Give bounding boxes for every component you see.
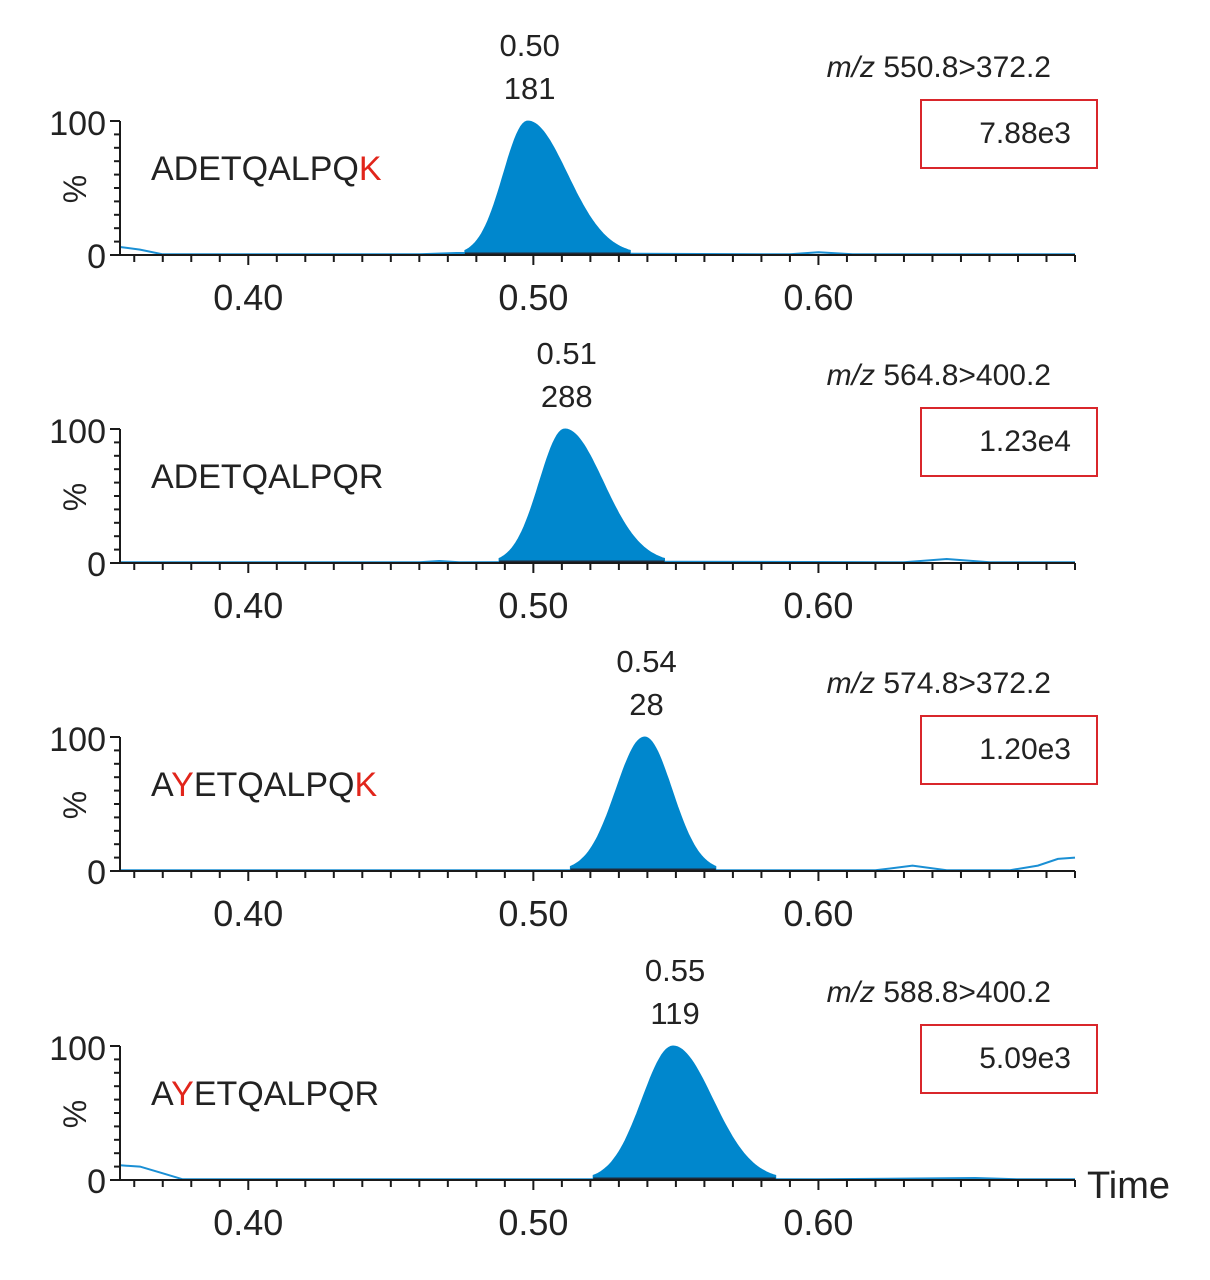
x-tick-label: 0.50 <box>498 1202 568 1243</box>
max-intensity-box <box>920 715 1098 785</box>
chromatogram-panel-1: 100 0% 0.40 0.50 0.60 ADETQALPQK 0.50 181 m/z 55… <box>49 28 1098 318</box>
chromatogram-panel-2: 100 0% 0.40 0.50 0.60 ADETQALPQR 0.51 288 m/z 56… <box>49 336 1098 626</box>
peak-retention-time-label: 0.54 <box>616 644 676 679</box>
peak-area <box>569 736 717 872</box>
x-tick-label: 0.60 <box>783 1202 853 1243</box>
peak-area-label: 119 <box>650 996 699 1031</box>
peak-area-label: 28 <box>629 687 663 722</box>
max-intensity-box <box>920 1024 1098 1094</box>
x-tick-label: 0.40 <box>213 585 283 626</box>
peptide-sequence-label: ADETQALPQR <box>151 458 383 496</box>
y-tick-label: 100 <box>49 105 106 143</box>
x-tick-label: 0.40 <box>213 893 283 934</box>
x-tick-label: 0.40 <box>213 277 283 318</box>
max-intensity-value: 7.88e3 <box>979 117 1071 150</box>
y-tick-label: 0 <box>87 238 106 276</box>
transition-label: m/z 564.8>400.2 <box>827 359 1051 392</box>
baseline-trace <box>120 557 1075 564</box>
transition-label: m/z 550.8>372.2 <box>827 51 1051 84</box>
peak-retention-time-label: 0.55 <box>645 953 705 988</box>
baseline-trace <box>119 246 1075 256</box>
y-axis-label: % <box>57 483 93 511</box>
y-tick-label: 100 <box>49 1030 106 1068</box>
y-tick-label: 100 <box>49 413 106 451</box>
peak-retention-time-label: 0.51 <box>537 336 597 371</box>
y-axis-label: % <box>57 175 93 203</box>
x-tick-label: 0.50 <box>498 893 568 934</box>
x-tick-label: 0.50 <box>498 277 568 318</box>
max-intensity-box <box>920 407 1098 477</box>
peak-retention-time-label: 0.50 <box>499 28 559 63</box>
peak-area-label: 288 <box>541 379 593 414</box>
y-axis-label: % <box>57 1100 93 1128</box>
transition-label: m/z 588.8>400.2 <box>827 976 1051 1009</box>
peptide-sequence-label: ADETQALPQK <box>151 150 382 188</box>
x-tick-label: 0.60 <box>783 277 853 318</box>
peak-area-label: 181 <box>504 71 556 106</box>
peak-area <box>592 1045 777 1181</box>
max-intensity-value: 1.20e3 <box>979 733 1071 766</box>
x-tick-label: 0.60 <box>783 585 853 626</box>
y-tick-label: 0 <box>87 546 106 584</box>
chromatogram-panel-4: 100 0% 0.40 0.50 0.60 AYETQALPQR 0.55 119 m/z 58… <box>49 953 1098 1243</box>
x-tick-label: 0.50 <box>498 585 568 626</box>
y-tick-label: 0 <box>87 854 106 892</box>
transition-label: m/z 574.8>372.2 <box>827 667 1051 700</box>
peptide-sequence-label: AYETQALPQK <box>151 766 377 804</box>
x-axis-label: Time <box>1087 1165 1170 1207</box>
x-tick-label: 0.40 <box>213 1202 283 1243</box>
max-intensity-box <box>920 99 1098 169</box>
chromatogram-panel-3: 100 0% 0.40 0.50 0.60 AYETQALPQK 0.54 28 m/z 574… <box>49 644 1098 934</box>
max-intensity-value: 1.23e4 <box>979 425 1071 458</box>
y-tick-label: 0 <box>87 1163 106 1201</box>
y-tick-label: 100 <box>49 721 106 759</box>
peak-area <box>464 120 631 256</box>
peak-area <box>498 428 665 564</box>
max-intensity-value: 5.09e3 <box>979 1042 1071 1075</box>
y-axis-label: % <box>57 791 93 819</box>
peptide-sequence-label: AYETQALPQR <box>151 1075 379 1113</box>
x-tick-label: 0.60 <box>783 893 853 934</box>
